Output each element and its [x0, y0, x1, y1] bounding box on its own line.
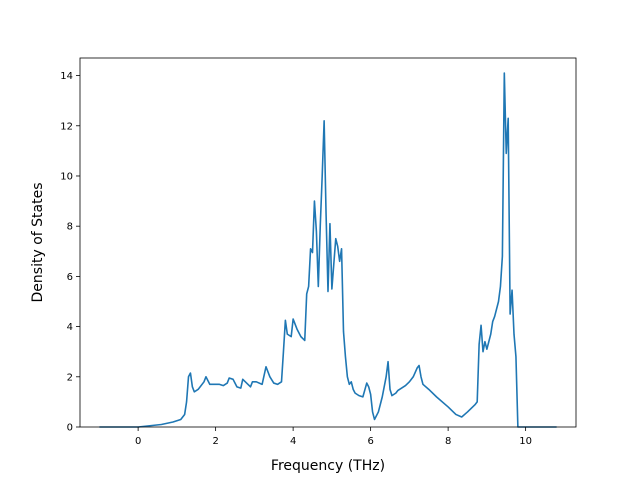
x-tick-label: 8 — [445, 436, 451, 447]
dos-series-line — [99, 72, 557, 428]
y-tick-label: 12 — [60, 121, 73, 132]
y-tick-label: 8 — [67, 222, 73, 233]
x-tick-label: 0 — [135, 436, 141, 447]
y-tick-label: 6 — [67, 272, 73, 283]
y-axis-ticks: 0 2 4 6 8 10 12 14 — [60, 71, 80, 434]
plot-frame — [79, 57, 577, 428]
plot-area — [99, 72, 557, 428]
y-tick-label: 10 — [60, 171, 73, 182]
y-tick-label: 4 — [67, 322, 73, 333]
x-axis-label: Frequency (THz) — [271, 458, 385, 474]
x-axis-ticks: 0 2 4 6 8 10 — [135, 427, 532, 447]
x-tick-label: 2 — [212, 436, 218, 447]
x-tick-label: 10 — [519, 436, 532, 447]
y-axis-label: Density of States — [30, 183, 46, 303]
x-tick-label: 6 — [367, 436, 373, 447]
y-tick-label: 2 — [67, 372, 73, 383]
y-tick-label: 14 — [60, 71, 73, 82]
x-tick-label: 4 — [290, 436, 296, 447]
y-tick-label: 0 — [67, 423, 73, 434]
